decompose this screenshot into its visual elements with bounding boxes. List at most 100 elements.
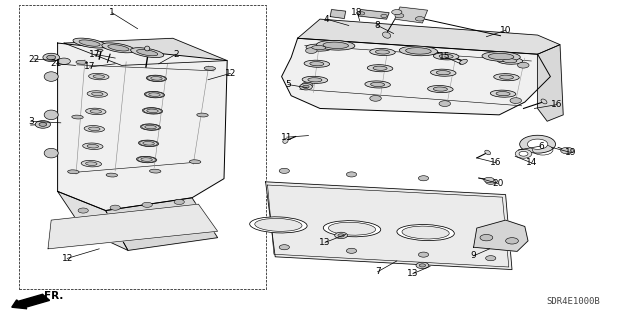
Polygon shape [48,204,218,249]
Ellipse shape [141,124,159,130]
Ellipse shape [68,170,79,174]
Circle shape [395,13,404,18]
Text: FR.: FR. [44,291,63,301]
Ellipse shape [88,73,109,80]
Circle shape [520,135,556,153]
Circle shape [279,168,289,174]
Text: 20: 20 [492,179,504,188]
Ellipse shape [73,38,106,48]
Ellipse shape [102,43,135,53]
Circle shape [303,85,309,88]
Ellipse shape [148,93,160,96]
Ellipse shape [499,75,513,79]
Ellipse shape [88,127,100,130]
Ellipse shape [72,115,83,119]
Ellipse shape [150,169,161,173]
Circle shape [486,179,496,184]
Text: 16: 16 [490,158,502,167]
Ellipse shape [433,53,459,60]
Text: 1: 1 [109,8,115,17]
Ellipse shape [204,66,216,70]
Ellipse shape [76,60,88,64]
Text: 6: 6 [538,142,543,151]
Text: SDR4E1000B: SDR4E1000B [546,297,600,306]
Circle shape [174,199,184,204]
Ellipse shape [250,217,307,233]
Ellipse shape [312,46,326,50]
Circle shape [381,14,387,18]
Ellipse shape [402,226,449,239]
Ellipse shape [147,109,158,113]
Text: 16: 16 [551,100,563,109]
Ellipse shape [140,124,161,130]
Ellipse shape [138,157,156,162]
Ellipse shape [310,62,324,66]
Circle shape [510,98,522,103]
Ellipse shape [106,173,118,177]
Ellipse shape [371,82,385,86]
Circle shape [416,262,429,269]
Circle shape [300,84,312,90]
Ellipse shape [83,143,103,150]
Circle shape [419,176,429,181]
Ellipse shape [482,52,520,61]
Text: 2: 2 [173,50,179,59]
Ellipse shape [399,46,438,56]
Ellipse shape [436,70,451,75]
Circle shape [439,101,451,107]
Ellipse shape [86,108,106,115]
Ellipse shape [308,78,322,82]
Ellipse shape [86,162,97,166]
Text: 4: 4 [324,15,329,24]
Circle shape [527,139,548,149]
Ellipse shape [84,126,104,132]
Ellipse shape [317,41,355,50]
Text: 3: 3 [28,117,33,126]
Text: 12: 12 [61,254,73,263]
Circle shape [415,17,424,21]
Ellipse shape [138,140,159,146]
Circle shape [279,245,289,250]
Text: 17: 17 [89,50,100,59]
Ellipse shape [503,59,517,63]
Ellipse shape [302,76,328,83]
Ellipse shape [367,65,393,72]
Ellipse shape [255,219,302,231]
Ellipse shape [515,149,532,158]
Ellipse shape [196,113,208,117]
Ellipse shape [142,108,163,114]
Circle shape [335,232,348,239]
Ellipse shape [304,60,330,67]
Ellipse shape [365,81,390,88]
Circle shape [419,252,429,257]
Text: 22: 22 [28,55,40,63]
Ellipse shape [136,156,157,163]
Ellipse shape [541,99,547,104]
Ellipse shape [108,45,129,51]
Polygon shape [395,7,428,23]
Ellipse shape [144,91,164,98]
Circle shape [58,58,70,64]
Ellipse shape [433,87,447,91]
Polygon shape [330,10,346,19]
Ellipse shape [370,48,396,56]
Text: 14: 14 [525,158,537,167]
Polygon shape [282,38,550,115]
Ellipse shape [189,160,201,164]
Ellipse shape [497,57,523,64]
Ellipse shape [148,76,165,81]
Ellipse shape [484,150,491,155]
Ellipse shape [406,48,431,54]
Ellipse shape [143,108,161,114]
Ellipse shape [141,158,152,161]
Circle shape [78,208,88,213]
Ellipse shape [306,44,332,51]
Circle shape [43,53,60,62]
Circle shape [346,172,356,177]
Ellipse shape [79,40,100,46]
Ellipse shape [496,92,510,96]
Ellipse shape [131,48,164,58]
Polygon shape [266,182,512,270]
Circle shape [506,238,518,244]
Circle shape [305,48,317,54]
